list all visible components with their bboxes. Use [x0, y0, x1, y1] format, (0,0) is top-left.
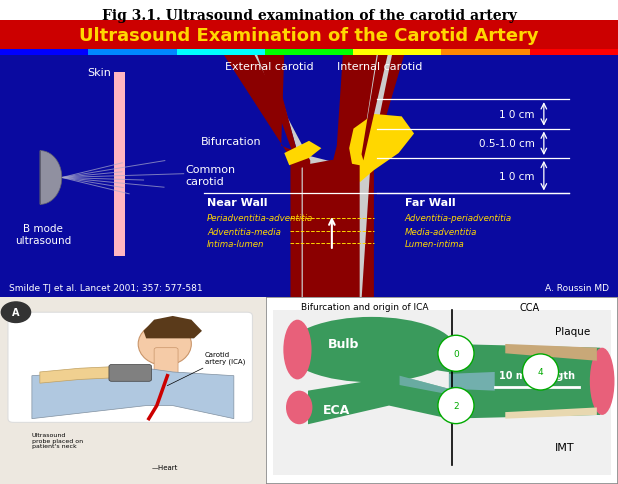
Bar	[353, 50, 441, 57]
Polygon shape	[389, 322, 460, 374]
Polygon shape	[256, 54, 298, 161]
Ellipse shape	[287, 317, 456, 382]
Polygon shape	[400, 376, 449, 394]
Text: Adventitia-periadventitia: Adventitia-periadventitia	[405, 214, 512, 223]
FancyBboxPatch shape	[8, 313, 253, 423]
Text: Periadventitia-adventitia: Periadventitia-adventitia	[207, 214, 313, 223]
Text: 1 0 cm: 1 0 cm	[499, 171, 535, 182]
Text: CCA: CCA	[520, 302, 540, 312]
FancyBboxPatch shape	[154, 348, 178, 378]
Text: 1 0 cm: 1 0 cm	[499, 110, 535, 120]
Ellipse shape	[286, 391, 313, 424]
Text: Intima-lumen: Intima-lumen	[207, 240, 265, 248]
Polygon shape	[349, 115, 414, 183]
Polygon shape	[353, 54, 392, 300]
Polygon shape	[40, 366, 146, 383]
Text: Far Wall: Far Wall	[405, 197, 455, 208]
Polygon shape	[284, 141, 321, 166]
Polygon shape	[449, 344, 600, 419]
Bar	[265, 50, 353, 57]
Polygon shape	[506, 344, 597, 361]
Text: Carotid
artery (ICA): Carotid artery (ICA)	[167, 351, 245, 386]
Polygon shape	[40, 151, 62, 205]
Polygon shape	[253, 54, 332, 300]
Text: ECA: ECA	[323, 403, 350, 416]
Bar	[114, 73, 125, 256]
Text: Smilde TJ et al. Lancet 2001; 357: 577-581: Smilde TJ et al. Lancet 2001; 357: 577-5…	[9, 284, 203, 293]
Text: Ultrasound Examination of the Carotid Artery: Ultrasound Examination of the Carotid Ar…	[79, 27, 539, 45]
Text: B mode
ultrasound: B mode ultrasound	[15, 224, 72, 245]
Ellipse shape	[590, 348, 614, 415]
Text: 10 mm length: 10 mm length	[499, 371, 575, 380]
Text: Skin: Skin	[87, 68, 111, 77]
Text: Plaque: Plaque	[554, 326, 590, 336]
Polygon shape	[143, 317, 202, 339]
Text: Near Wall: Near Wall	[207, 197, 268, 208]
Bar	[88, 50, 177, 57]
Text: Bulb: Bulb	[328, 338, 359, 351]
Text: Media-adventitia: Media-adventitia	[405, 227, 477, 236]
Text: Fig 3.1. Ultrasound examination of the carotid artery: Fig 3.1. Ultrasound examination of the c…	[101, 9, 517, 23]
Text: A. Roussin MD: A. Roussin MD	[544, 284, 609, 293]
Text: Common
carotid: Common carotid	[185, 165, 235, 186]
FancyBboxPatch shape	[109, 365, 151, 381]
Text: Adventitia-media: Adventitia-media	[207, 227, 281, 236]
Text: Bifurcation: Bifurcation	[201, 136, 261, 147]
Text: Bifurcation and origin of ICA: Bifurcation and origin of ICA	[300, 302, 428, 312]
Text: 2: 2	[453, 401, 459, 410]
Text: Ultrasound
probe placed on
patient's neck: Ultrasound probe placed on patient's nec…	[32, 432, 83, 448]
Polygon shape	[362, 54, 388, 161]
Text: External carotid: External carotid	[224, 62, 313, 72]
Bar	[441, 50, 530, 57]
Bar	[0, 50, 88, 57]
Bar	[273, 311, 611, 475]
Polygon shape	[506, 408, 597, 419]
Text: IMT: IMT	[556, 442, 575, 452]
Text: —Heart: —Heart	[151, 464, 178, 470]
Polygon shape	[303, 161, 360, 300]
Ellipse shape	[283, 320, 311, 379]
Ellipse shape	[138, 323, 192, 366]
Circle shape	[1, 302, 30, 323]
Text: A: A	[12, 307, 20, 318]
Text: 0: 0	[453, 349, 459, 358]
Text: Lumen-intima: Lumen-intima	[405, 240, 465, 248]
Polygon shape	[32, 368, 234, 419]
Text: Internal carotid: Internal carotid	[337, 62, 423, 72]
Bar	[530, 50, 618, 57]
Polygon shape	[449, 372, 494, 391]
Text: 0.5-1.0 cm: 0.5-1.0 cm	[479, 139, 535, 149]
Text: 4: 4	[538, 368, 543, 377]
Bar	[177, 50, 265, 57]
Polygon shape	[222, 54, 405, 300]
Polygon shape	[308, 376, 449, 424]
